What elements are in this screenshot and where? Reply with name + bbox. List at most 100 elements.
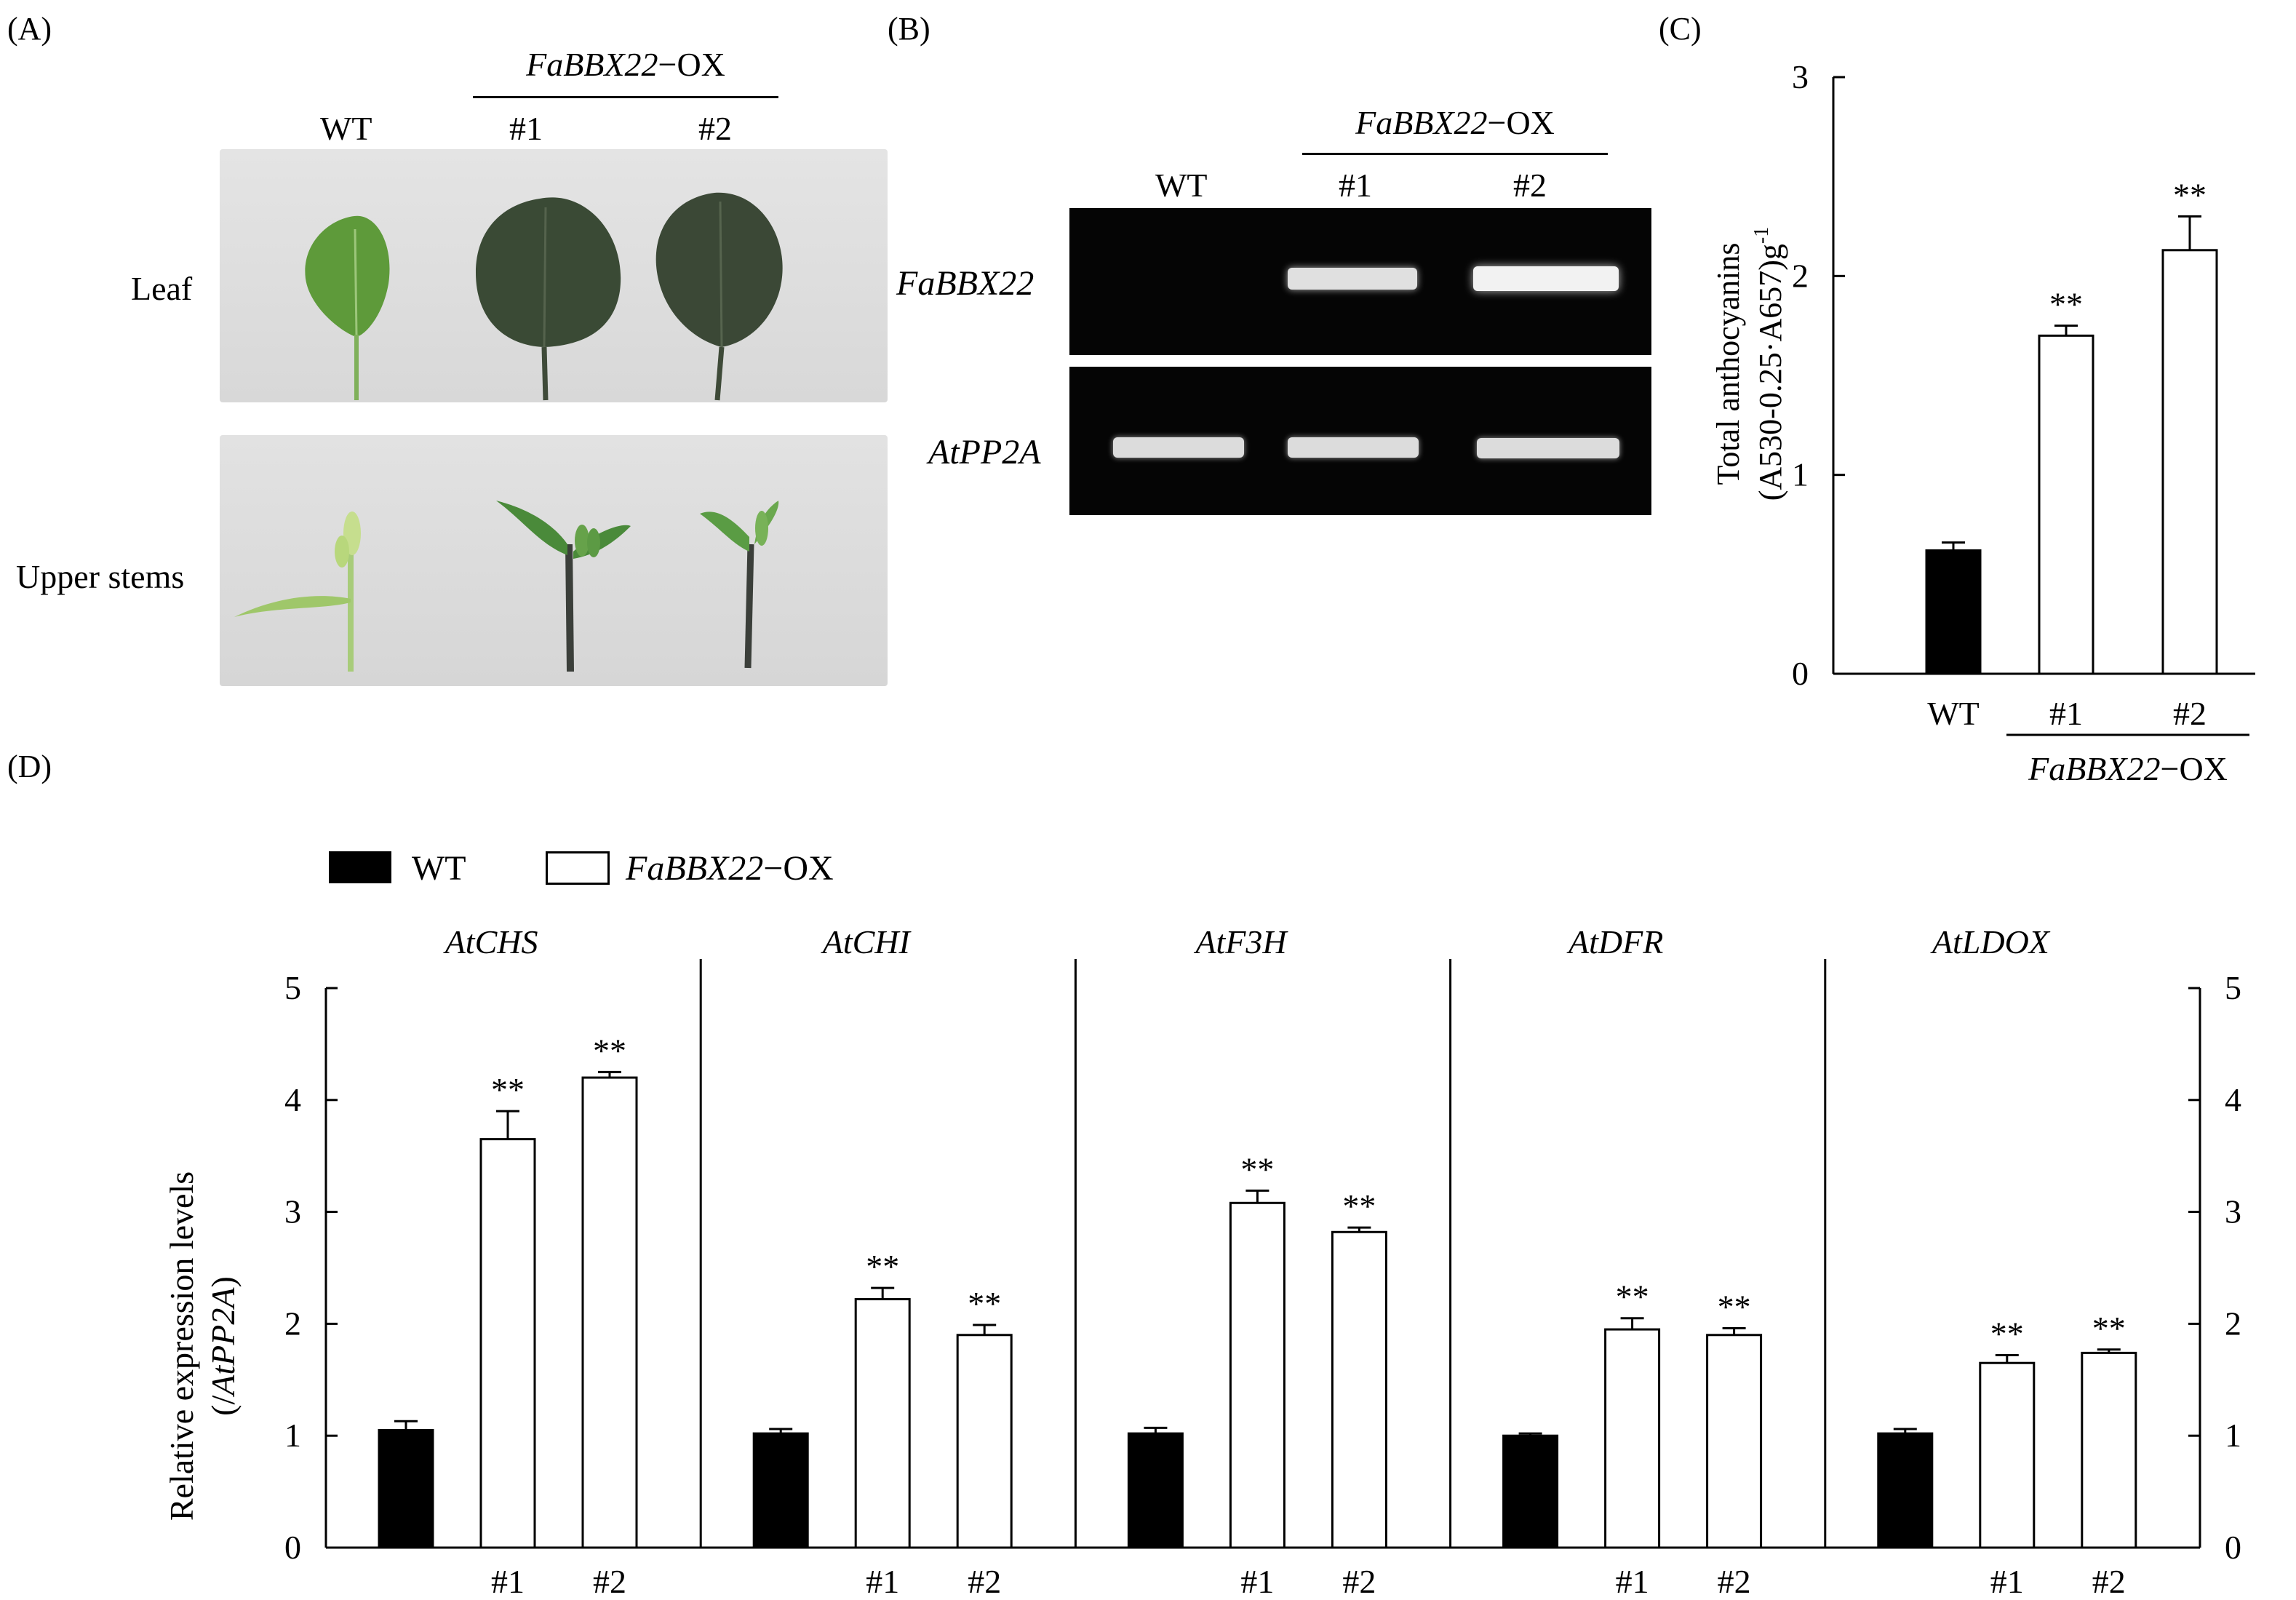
chart-d-bar	[1877, 1432, 1934, 1549]
chart-d-xtick-label: #2	[2092, 1563, 2126, 1600]
panel-a-header-line	[473, 96, 778, 98]
chart-d-sig: **	[593, 1032, 626, 1069]
panel-a-row-stems: Upper stems	[16, 558, 185, 595]
leaf-wt	[305, 215, 390, 400]
chart-d-sig: **	[1342, 1187, 1376, 1225]
chart-d-ytick-label-left: 2	[284, 1305, 301, 1342]
chart-c-ytick-label: 2	[1792, 257, 1809, 294]
chart-d-group-title: AtDFR	[1566, 923, 1663, 960]
panel-b-col-1: #1	[1339, 167, 1372, 204]
chart-d-ytick-label-left: 4	[284, 1081, 301, 1118]
chart-c-xtick-label: WT	[1927, 695, 1980, 732]
chart-d-ytick-label-right: 5	[2225, 969, 2241, 1006]
legend-ox-swatch	[546, 851, 610, 885]
chart-d-xtick-label: #1	[1240, 1563, 1274, 1600]
chart-d-ylabel-2-prefix: (/	[204, 1395, 242, 1415]
chart-d-ytick-label-right: 4	[2225, 1081, 2241, 1118]
legend-wt-swatch	[329, 851, 391, 883]
chart-d-ylabel-2-gene: AtPP2A	[204, 1287, 242, 1398]
chart-c-xtick-label: #2	[2173, 695, 2207, 732]
chart-d-bar	[1979, 1361, 2036, 1549]
chart-d-bar	[1229, 1201, 1285, 1549]
chart-d-bar	[581, 1076, 638, 1549]
chart-c-sig: **	[2173, 176, 2207, 213]
chart-d-sig: **	[1240, 1150, 1274, 1187]
leaf-photo	[220, 149, 888, 402]
chart-d-ytick-label-right: 0	[2225, 1529, 2241, 1566]
chart-d-sig: **	[1616, 1278, 1649, 1316]
chart-d-bar	[1604, 1328, 1661, 1549]
chart-d-bar	[1127, 1432, 1184, 1549]
stems-photo	[220, 435, 888, 686]
chart-d-sig: **	[968, 1285, 1001, 1322]
stem-wt	[234, 512, 361, 672]
panel-a-col-2: #2	[698, 110, 732, 147]
chart-d-xtick-label: #1	[1990, 1563, 2024, 1600]
gel-band-fabbx22-1	[1288, 268, 1417, 290]
panel-a-header-suffix: −OX	[658, 46, 725, 83]
chart-d-group-title: AtLDOX	[1930, 923, 2051, 960]
chart-d: 0 0 1 1 2 2 3 3 4 4 5 5 AtCHS ** #1 ** #2 AtCHI ** #1 ** #2 A…	[163, 923, 2241, 1600]
chart-c-group-suffix: −OX	[2161, 750, 2228, 787]
gel-label-atpp2a: AtPP2A	[928, 433, 1041, 471]
panel-a-col-1: #1	[509, 110, 543, 147]
gel-band-atpp2a-2	[1477, 438, 1619, 458]
chart-d-ylabel-1: Relative expression levels	[163, 1171, 200, 1521]
panel-c-label: (C)	[1659, 11, 1702, 47]
gel-band-atpp2a-1	[1288, 437, 1419, 458]
panel-b-header-ox: FaBBX22−OX	[1302, 103, 1608, 142]
chart-c-ytick-label: 1	[1792, 456, 1809, 493]
chart-d-ytick-label-left: 3	[284, 1193, 301, 1230]
chart-c: 0 1 2 3 WT ** #1 ** #2 Total anthocyanins (A530…	[1710, 58, 2255, 787]
chart-c-sig: **	[2049, 286, 2083, 323]
chart-d-bar	[752, 1432, 809, 1549]
chart-d-ylabel-2: (/AtPP2A)	[204, 1276, 242, 1416]
gel-bottom	[1069, 367, 1651, 515]
chart-d-bar	[854, 1298, 911, 1549]
chart-d-xtick-label: #2	[593, 1563, 626, 1600]
chart-d-group-title: AtCHS	[443, 923, 538, 960]
chart-d-ytick-label-right: 1	[2225, 1417, 2241, 1454]
legend-ox-suffix: −OX	[763, 849, 834, 888]
stem-ox-1	[496, 501, 631, 672]
chart-c-group-label: FaBBX22−OX	[2028, 750, 2228, 787]
leaf-ox-2	[655, 192, 783, 401]
panel-a-header-ox: FaBBX22−OX	[473, 45, 778, 84]
gel-band-atpp2a-wt	[1113, 437, 1244, 458]
panel-b-col-wt: WT	[1155, 167, 1208, 204]
panel-d-label: (D)	[7, 749, 52, 784]
panel-b-header-suffix: −OX	[1487, 104, 1555, 141]
chart-d-ytick-label-left: 0	[284, 1529, 301, 1566]
panel-b-col-2: #2	[1513, 167, 1547, 204]
chart-d-xtick-label: #1	[866, 1563, 899, 1600]
chart-d-xtick-label: #2	[968, 1563, 1001, 1600]
chart-d-ytick-label-left: 5	[284, 969, 301, 1006]
panel-b-header-gene: FaBBX22	[1355, 104, 1488, 141]
chart-d-sig: **	[1718, 1289, 1751, 1326]
chart-d-sig: **	[866, 1248, 899, 1285]
chart-d-sig: **	[2092, 1310, 2126, 1347]
chart-d-bar	[1502, 1434, 1559, 1549]
gel-band-fabbx22-2	[1473, 266, 1619, 291]
legend-ox-label: FaBBX22−OX	[626, 848, 834, 888]
chart-d-group-title: AtF3H	[1193, 923, 1288, 960]
chart-d-xtick-label: #1	[491, 1563, 525, 1600]
panel-a-col-wt: WT	[320, 110, 372, 147]
chart-d-group-title: AtCHI	[821, 923, 912, 960]
chart-d-xtick-label: #2	[1718, 1563, 1751, 1600]
legend-ox-gene: FaBBX22	[626, 849, 764, 888]
chart-d-bar	[378, 1429, 434, 1549]
gel-label-fabbx22: FaBBX22	[896, 264, 1035, 303]
gel-top	[1069, 208, 1651, 355]
chart-d-bar	[956, 1334, 1013, 1549]
chart-d-bar	[2081, 1351, 2137, 1549]
chart-d-ylabel-2-suffix: )	[204, 1276, 242, 1287]
panel-b-label: (B)	[888, 11, 930, 47]
legend-wt-label: WT	[412, 849, 466, 888]
chart-d-bar	[479, 1138, 536, 1549]
chart-c-ytick-label: 3	[1792, 58, 1809, 95]
chart-d-bar	[1331, 1230, 1387, 1549]
chart-c-bar	[1925, 549, 1982, 675]
chart-d-ytick-label-right: 2	[2225, 1305, 2241, 1342]
panel-a-row-leaf: Leaf	[131, 270, 193, 307]
